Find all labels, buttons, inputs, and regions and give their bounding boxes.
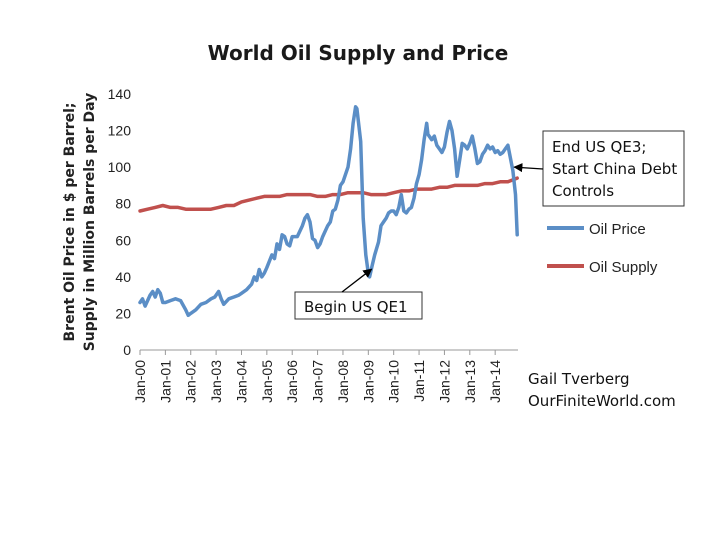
annotation-qe3: End US QE3; Start China Debt Controls: [513, 130, 685, 207]
x-tick-label: Jan-11: [411, 360, 427, 402]
y-tick-label: 40: [115, 269, 131, 285]
x-tick-label: Jan-08: [335, 360, 351, 403]
annotation-qe3-box: [542, 130, 685, 207]
annotation-qe3-line-2: Start China Debt: [552, 160, 677, 178]
x-tick-label: Jan-12: [436, 360, 452, 403]
y-tick-label: 0: [123, 342, 131, 358]
annotation-qe1-arrow: [341, 268, 373, 293]
x-tick-label: Jan-02: [183, 360, 199, 403]
y-tick-label: 60: [115, 232, 131, 248]
x-tick-label: Jan-01: [157, 360, 173, 403]
legend-label-oil-supply: Oil Supply: [589, 259, 658, 276]
x-tick-label: Jan-14: [487, 360, 503, 403]
annotation-qe1-box: [294, 291, 423, 320]
x-tick-label: Jan-09: [360, 360, 376, 403]
x-tick-label: Jan-05: [259, 360, 275, 403]
x-axis-ticks: Jan-00 Jan-01 Jan-02 Jan-03 Jan-04 Jan-05 Jan-…: [132, 350, 503, 403]
series-layer: [138, 105, 519, 318]
x-tick-label: Jan-03: [208, 360, 224, 403]
annotation-qe3-line-1: End US QE3;: [552, 138, 646, 156]
annotation-qe1-line-1: Begin US QE1: [304, 298, 408, 316]
chart-title: World Oil Supply and Price: [208, 41, 509, 65]
y-tick-label: 120: [108, 123, 132, 139]
series-line-oil-price: [138, 105, 519, 318]
y-axis-label-line-1: Brent Oil Price in $ per Barrel;: [62, 103, 78, 342]
x-tick-label: Jan-00: [132, 360, 148, 403]
y-tick-label: 80: [115, 196, 131, 212]
y-axis-label-line-2: Supply in Million Barrels per Day: [82, 93, 98, 352]
credit-site: OurFiniteWorld.com: [528, 392, 676, 410]
x-tick-label: Jan-04: [233, 360, 249, 403]
y-tick-label: 140: [108, 86, 132, 102]
credit-author: Gail Tverberg: [528, 370, 630, 388]
legend-label-oil-price: Oil Price: [589, 221, 646, 238]
x-tick-label: Jan-06: [284, 360, 300, 403]
y-axis-ticks: 0 20 40 60 80 100 120 140: [108, 86, 132, 358]
x-tick-label: Jan-13: [462, 360, 478, 403]
x-tick-label: Jan-10: [386, 360, 402, 403]
legend: Oil Price Oil Supply: [547, 221, 658, 276]
series-line-oil-supply: [138, 176, 519, 213]
y-tick-label: 20: [115, 305, 131, 321]
annotation-qe3-line-3: Controls: [552, 182, 614, 200]
y-tick-label: 100: [108, 159, 132, 175]
x-tick-label: Jan-07: [310, 360, 326, 403]
annotation-qe1: Begin US QE1: [294, 268, 423, 320]
annotation-qe3-arrow: [513, 163, 544, 173]
